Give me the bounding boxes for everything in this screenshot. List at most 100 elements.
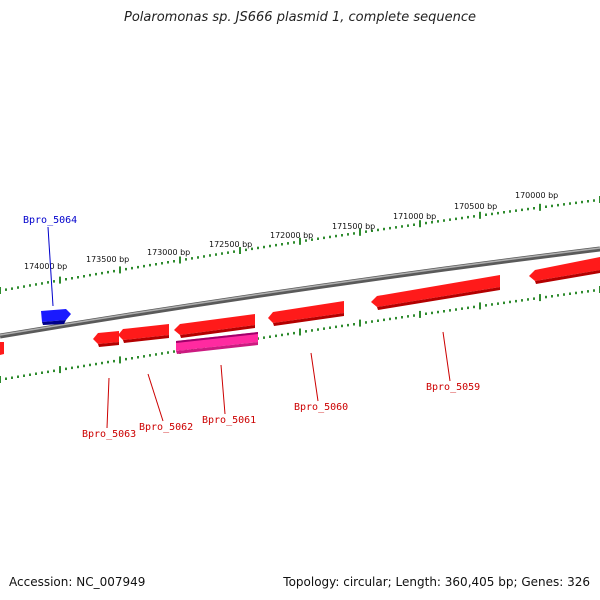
gene-bpro-5059[interactable]: [371, 275, 500, 310]
minor-tick: [107, 270, 109, 274]
scale-label: 171500 bp: [332, 222, 375, 231]
minor-tick: [563, 293, 565, 296]
major-tick: [359, 319, 361, 327]
minor-tick: [575, 201, 577, 205]
minor-tick: [149, 354, 151, 357]
minor-tick: [83, 364, 85, 368]
minor-tick: [533, 207, 535, 210]
minor-tick: [371, 320, 373, 323]
gene-bpro-5063[interactable]: [93, 331, 119, 347]
gene-bpro-5061[interactable]: [176, 332, 258, 354]
minor-tick: [317, 328, 319, 331]
scale-label: 174000 bp: [24, 262, 67, 271]
minor-tick: [449, 309, 451, 312]
gene-bpro-5060[interactable]: [268, 301, 344, 326]
minor-tick: [137, 265, 139, 269]
minor-tick: [515, 209, 517, 212]
minor-tick: [245, 248, 247, 252]
minor-tick: [413, 314, 415, 317]
minor-tick: [569, 292, 571, 295]
minor-tick: [77, 276, 79, 279]
minor-tick: [521, 299, 523, 302]
minor-tick: [197, 256, 199, 259]
minor-tick: [11, 287, 13, 290]
minor-tick: [65, 367, 67, 371]
gene-label-bpro-5064[interactable]: Bpro_5064: [23, 215, 77, 226]
minor-tick: [455, 217, 457, 221]
minor-tick: [311, 329, 313, 332]
minor-tick: [545, 295, 547, 299]
map-title: Polaromonas sp. JS666 plasmid 1, complet…: [123, 10, 476, 25]
minor-tick: [569, 202, 571, 205]
minor-tick: [329, 235, 331, 239]
minor-tick: [503, 301, 505, 305]
minor-tick: [437, 220, 439, 223]
minor-tick: [155, 263, 157, 266]
minor-tick: [431, 311, 433, 315]
minor-tick: [5, 377, 7, 380]
minor-tick: [593, 289, 595, 292]
gene-label-bpro-5062[interactable]: Bpro_5062: [139, 422, 193, 433]
major-tick: [419, 310, 421, 318]
minor-tick: [173, 260, 175, 263]
minor-tick: [341, 324, 343, 328]
major-tick: [59, 276, 61, 284]
minor-tick: [473, 305, 475, 309]
gene-label-bpro-5059[interactable]: Bpro_5059: [426, 382, 480, 393]
minor-tick: [383, 318, 385, 322]
minor-tick: [413, 223, 415, 226]
minor-tick: [341, 234, 343, 237]
scale-label: 170500 bp: [454, 202, 497, 211]
minor-tick: [407, 224, 409, 227]
minor-tick: [293, 331, 295, 335]
minor-tick: [449, 218, 451, 221]
minor-tick: [491, 212, 493, 216]
minor-tick: [389, 317, 391, 321]
minor-tick: [509, 300, 511, 304]
minor-tick: [11, 376, 13, 379]
minor-tick: [83, 275, 85, 278]
minor-tick: [29, 284, 31, 287]
minor-tick: [125, 267, 127, 271]
gene-right-partial[interactable]: [529, 257, 600, 284]
minor-tick: [95, 362, 97, 366]
major-tick: [179, 256, 181, 264]
scale-label: 173500 bp: [86, 255, 129, 264]
accession-text: Accession: NC_007949: [9, 575, 146, 589]
minor-tick: [167, 261, 169, 264]
minor-tick: [53, 280, 55, 283]
minor-tick: [323, 327, 325, 330]
gene-bpro-5064-shade: [42, 320, 66, 325]
minor-tick: [473, 215, 475, 218]
minor-tick: [95, 272, 97, 276]
minor-tick: [407, 315, 409, 318]
minor-tick: [287, 242, 289, 245]
minor-tick: [29, 373, 31, 376]
minor-tick: [347, 323, 349, 327]
minor-tick: [551, 295, 553, 298]
gene-label-bpro-5060[interactable]: Bpro_5060: [294, 402, 348, 413]
gene-bpro-5061-a[interactable]: [174, 314, 255, 338]
minor-tick: [377, 228, 379, 232]
minor-tick: [113, 359, 115, 363]
minor-tick: [281, 243, 283, 246]
gene-bpro-5064[interactable]: [41, 309, 71, 322]
minor-tick: [497, 211, 499, 215]
scale-label: 172500 bp: [209, 240, 252, 249]
minor-tick: [485, 304, 487, 307]
inner-scale-track: [0, 286, 600, 383]
minor-tick: [173, 350, 175, 353]
major-tick: [359, 228, 361, 236]
gene-bpro-5062[interactable]: [118, 324, 169, 343]
gene-label-bpro-5061[interactable]: Bpro_5061: [202, 415, 256, 426]
minor-tick: [371, 229, 373, 232]
minor-tick: [137, 356, 139, 359]
minor-tick: [215, 253, 217, 256]
gene-label-bpro-5063[interactable]: Bpro_5063: [82, 429, 136, 440]
minor-tick: [221, 252, 223, 255]
gene-left-partial[interactable]: [0, 342, 4, 355]
minor-tick: [143, 264, 145, 268]
minor-tick: [41, 371, 43, 374]
minor-tick: [257, 246, 259, 250]
